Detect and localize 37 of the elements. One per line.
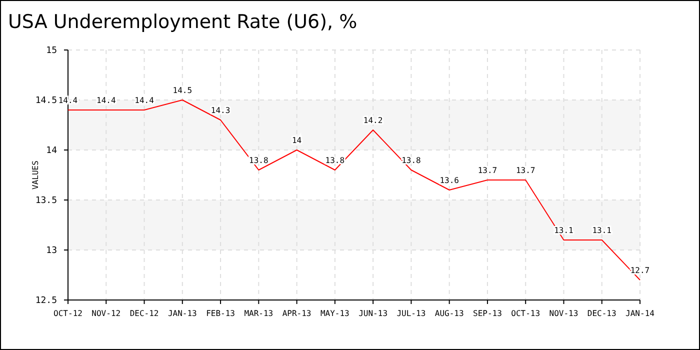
data-label: 12.7 — [630, 266, 650, 275]
data-label: 14.4 — [134, 96, 154, 105]
data-label: 13.8 — [402, 156, 422, 165]
data-label: 14.3 — [210, 106, 230, 115]
chart-title: USA Underemployment Rate (U6), % — [8, 11, 358, 33]
x-tick-label: JUL-13 — [396, 309, 426, 318]
x-tick-label: OCT-13 — [511, 309, 540, 318]
x-tick-label: NOV-12 — [92, 309, 121, 318]
x-tick-label: APR-13 — [282, 309, 312, 318]
y-tick-label: 13 — [46, 246, 57, 256]
x-tick-label: AUG-13 — [434, 309, 464, 318]
data-label: 14.2 — [363, 116, 383, 125]
x-tick-label: JUN-13 — [358, 309, 388, 318]
x-tick-label: MAY-13 — [320, 309, 350, 318]
y-tick-label: 14.5 — [35, 96, 57, 106]
y-tick-label: 15 — [46, 46, 57, 56]
y-tick-label: 12.5 — [35, 296, 57, 306]
data-label: 13.7 — [478, 166, 498, 175]
x-tick-label: DEC-12 — [130, 309, 159, 318]
data-label: 14.4 — [96, 96, 116, 105]
data-label: 13.1 — [592, 226, 612, 235]
data-label: 13.8 — [325, 156, 345, 165]
y-tick-label: 13.5 — [35, 196, 57, 206]
x-tick-label: NOV-13 — [549, 309, 578, 318]
x-tick-label: OCT-12 — [54, 309, 83, 318]
x-tick-label: SEP-13 — [473, 309, 502, 318]
x-tick-label: JAN-14 — [626, 309, 655, 318]
data-label: 13.7 — [516, 166, 536, 175]
x-tick-label: MAR-13 — [244, 309, 274, 318]
data-label: 14 — [292, 136, 302, 145]
data-label: 13.6 — [440, 176, 460, 185]
y-axis-title: VALUES — [31, 160, 40, 190]
y-tick-label: 14 — [46, 146, 57, 156]
data-label: 14.5 — [172, 86, 192, 95]
x-tick-label: DEC-13 — [587, 309, 616, 318]
x-tick-label: FEB-13 — [206, 309, 236, 318]
x-tick-label: JAN-13 — [168, 309, 198, 318]
